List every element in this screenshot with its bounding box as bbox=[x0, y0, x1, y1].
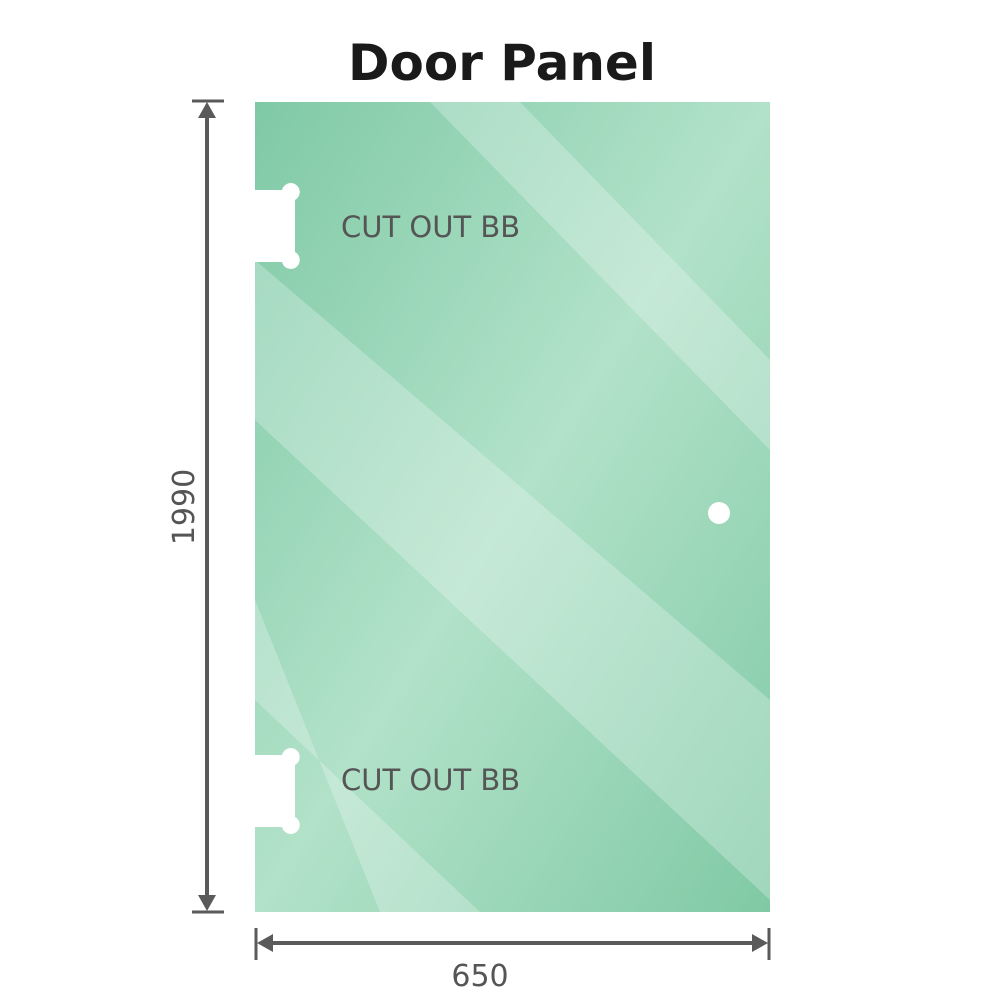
cutout-notch-bottom bbox=[255, 748, 300, 834]
cutout-label-top: CUT OUT BB bbox=[341, 210, 520, 244]
glass-panel bbox=[255, 102, 770, 912]
width-label: 650 bbox=[451, 959, 508, 994]
cutout-label-bottom: CUT OUT BB bbox=[341, 763, 520, 797]
diagram-title: Door Panel bbox=[348, 34, 656, 92]
height-dimension-line bbox=[192, 99, 224, 914]
height-label: 1990 bbox=[167, 469, 202, 545]
handle-hole bbox=[708, 502, 730, 524]
cutout-notch-top bbox=[255, 183, 300, 269]
width-dimension-line bbox=[254, 928, 771, 960]
